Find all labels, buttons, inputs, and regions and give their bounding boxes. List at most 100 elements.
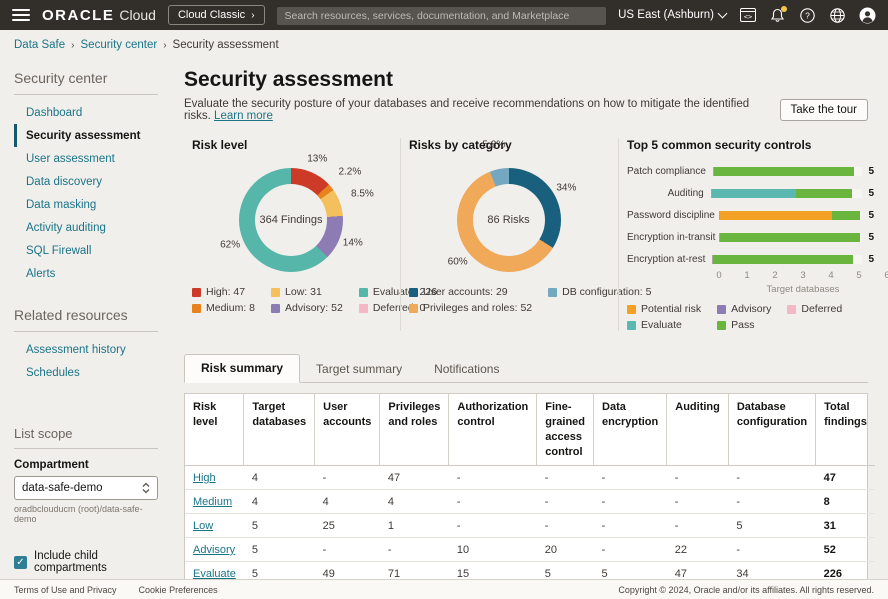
sidebar-item-alerts[interactable]: Alerts <box>14 262 158 285</box>
column-header-user-accounts: User accounts <box>315 394 380 466</box>
cookie-preferences-link[interactable]: Cookie Preferences <box>139 585 218 595</box>
legend-item-privileges-and-roles: Privileges and roles: 52 <box>409 302 532 314</box>
bar-track <box>719 211 862 220</box>
bar-category-label: Encryption at-rest <box>627 254 712 265</box>
table-row-medium: Medium444-----8 <box>185 490 875 514</box>
breadcrumb-link-security-center[interactable]: Security center <box>81 39 158 51</box>
risk-level-link-advisory[interactable]: Advisory <box>193 544 235 556</box>
donut-percent-label: 13% <box>307 154 327 165</box>
axis-tick-label: 2 <box>772 270 777 281</box>
help-icon[interactable]: ? <box>799 7 816 24</box>
compartment-select[interactable]: data-safe-demo <box>14 476 158 500</box>
sidebar-item-dashboard[interactable]: Dashboard <box>14 101 158 124</box>
table-cell: 5 <box>244 514 315 538</box>
legend-swatch <box>717 305 726 314</box>
tab-notifications[interactable]: Notifications <box>418 356 515 383</box>
bar-total-label: 5 <box>868 210 874 221</box>
cloud-classic-button[interactable]: Cloud Classic› <box>168 5 265 25</box>
table-cell: 47 <box>380 466 449 490</box>
table-row-low: Low5251----531 <box>185 514 875 538</box>
bar-row-patch-compliance: Patch compliance5 <box>627 160 874 182</box>
bar-segment-pass <box>720 233 860 242</box>
table-cell: 25 <box>315 514 380 538</box>
legend-swatch <box>548 288 557 297</box>
column-header-database-configuration: Database configuration <box>728 394 815 466</box>
legend-swatch <box>717 321 726 330</box>
chevron-right-icon: › <box>251 10 254 21</box>
legend-swatch <box>627 305 636 314</box>
bar-segment-pass <box>714 167 854 176</box>
select-stepper-icon <box>142 482 150 494</box>
bar-row-encryption-in-transit: Encryption in-transit5 <box>627 226 874 248</box>
sidebar-item-data-masking[interactable]: Data masking <box>14 193 158 216</box>
tab-risk-summary[interactable]: Risk summary <box>184 354 300 383</box>
notification-badge <box>781 6 787 12</box>
risk-level-link-low[interactable]: Low <box>193 520 213 532</box>
table-cell: - <box>594 538 667 562</box>
table-cell: 4 <box>244 466 315 490</box>
notifications-bell-icon[interactable] <box>769 7 786 24</box>
axis-tick-label: 3 <box>800 270 805 281</box>
breadcrumb-link-data-safe[interactable]: Data Safe <box>14 39 65 51</box>
table-cell: - <box>449 490 537 514</box>
sidebar-item-security-assessment[interactable]: Security assessment <box>14 124 158 147</box>
axis-tick-label: 4 <box>828 270 833 281</box>
sidebar-item-assessment-history[interactable]: Assessment history <box>14 338 158 361</box>
search-input[interactable] <box>277 7 607 25</box>
include-child-compartments[interactable]: ✓ Include child compartments <box>14 550 158 574</box>
main-content: Security assessment Evaluate the securit… <box>170 60 888 589</box>
hamburger-menu-icon[interactable] <box>12 9 30 21</box>
bar-category-label: Password discipline <box>627 210 719 221</box>
sidebar-item-activity-auditing[interactable]: Activity auditing <box>14 216 158 239</box>
sidebar-nav: DashboardSecurity assessmentUser assessm… <box>14 101 158 285</box>
bar-row-password-discipline: Password discipline 5 <box>627 204 874 226</box>
legend-swatch <box>787 305 796 314</box>
terms-link[interactable]: Terms of Use and Privacy <box>14 585 117 595</box>
dev-console-icon[interactable]: <> <box>739 7 756 24</box>
bar-chart-axis-label: Target databases <box>719 284 887 295</box>
breadcrumb-separator: › <box>71 40 74 51</box>
bar-track <box>711 189 863 198</box>
table-cell: - <box>594 490 667 514</box>
sidebar-item-data-discovery[interactable]: Data discovery <box>14 170 158 193</box>
cell-risk-level: Low <box>185 514 244 538</box>
learn-more-link[interactable]: Learn more <box>214 110 273 122</box>
legend-swatch <box>409 288 418 297</box>
take-the-tour-button[interactable]: Take the tour <box>780 99 868 121</box>
sidebar-item-schedules[interactable]: Schedules <box>14 361 158 384</box>
risk-summary-table: Risk levelTarget databasesUser accountsP… <box>185 394 875 589</box>
cloud-wordmark: Cloud <box>119 7 156 23</box>
breadcrumb: Data Safe›Security center›Security asses… <box>0 30 888 60</box>
bar-track <box>719 233 862 242</box>
legend-item-high: High: 47 <box>192 286 255 298</box>
column-header-privileges-and-roles: Privileges and roles <box>380 394 449 466</box>
bar-total-label: 5 <box>868 232 874 243</box>
breadcrumb-separator: › <box>163 40 166 51</box>
risks-by-category-legend: User accounts: 29Privileges and roles: 5… <box>409 286 608 314</box>
bar-category-label: Auditing <box>627 188 711 199</box>
table-cell: - <box>728 466 815 490</box>
region-selector[interactable]: US East (Ashburn) <box>618 9 726 21</box>
risk-level-legend: High: 47Medium: 8Low: 31Advisory: 52Eval… <box>192 286 390 314</box>
risk-level-link-high[interactable]: High <box>193 472 216 484</box>
checkbox-checked-icon[interactable]: ✓ <box>14 556 27 569</box>
bar-total-label: 5 <box>868 166 874 177</box>
user-avatar[interactable] <box>859 7 876 24</box>
donut-center-label: 364 Findings <box>239 168 343 272</box>
compartment-label: Compartment <box>14 459 158 471</box>
sidebar-item-user-assessment[interactable]: User assessment <box>14 147 158 170</box>
legend-swatch <box>627 321 636 330</box>
compartment-value: data-safe-demo <box>22 482 103 494</box>
oracle-cloud-logo[interactable]: ORACLE Cloud <box>42 7 156 24</box>
risk-level-link-medium[interactable]: Medium <box>193 496 232 508</box>
bar-total-label: 5 <box>868 254 874 265</box>
sidebar-item-sql-firewall[interactable]: SQL Firewall <box>14 239 158 262</box>
table-cell: - <box>537 466 594 490</box>
tab-target-summary[interactable]: Target summary <box>300 356 418 383</box>
cell-risk-level: Medium <box>185 490 244 514</box>
table-cell: - <box>728 538 815 562</box>
cell-total-findings: 52 <box>816 538 875 562</box>
globe-language-icon[interactable] <box>829 7 846 24</box>
donut-percent-label: 8.5% <box>351 189 374 200</box>
chart-title: Risk level <box>192 138 390 152</box>
